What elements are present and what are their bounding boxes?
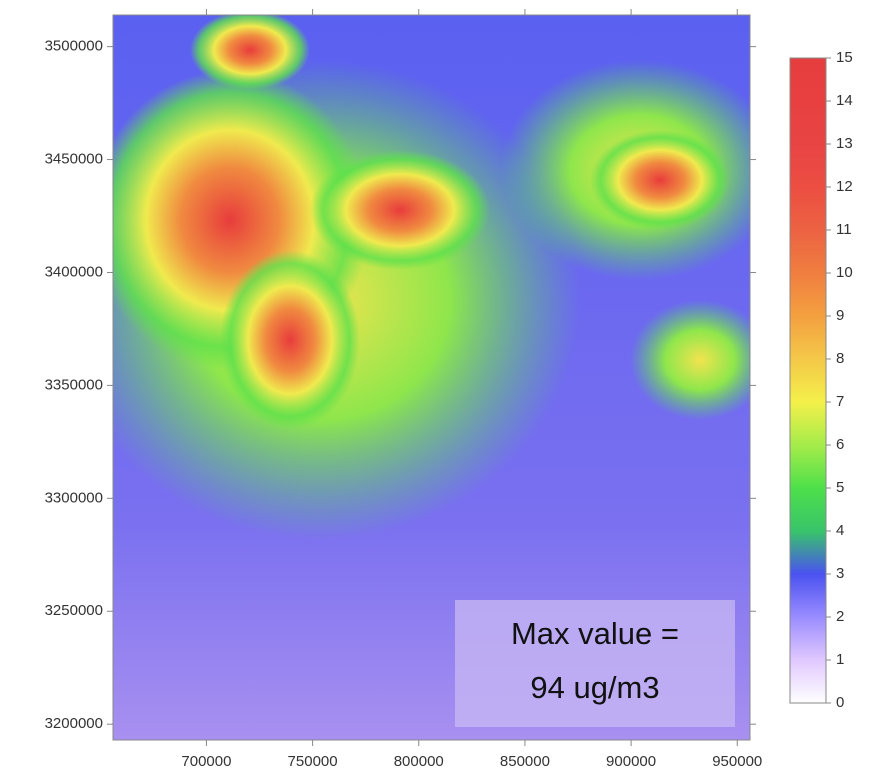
chart: Max value = 94 ug/m3 700000 750000 800000 8… [0, 0, 874, 780]
colorbar-tick-label: 14 [836, 92, 853, 109]
y-tick-label: 3350000 [45, 376, 103, 393]
x-tick-label: 900000 [606, 753, 656, 770]
x-tick-label: 950000 [712, 753, 762, 770]
y-tick-label: 3450000 [45, 151, 103, 168]
x-tick-label: 850000 [500, 753, 550, 770]
colorbar-tick-label: 9 [836, 307, 844, 324]
page: {"chart_data": {"type": "heatmap", "xlim… [0, 0, 874, 780]
colorbar [790, 58, 826, 703]
colorbar-tick-label: 1 [836, 651, 844, 668]
x-tick-label: 800000 [394, 753, 444, 770]
colorbar-tick-label: 7 [836, 393, 844, 410]
colorbar-tick-label: 5 [836, 479, 844, 496]
colorbar-tick-label: 3 [836, 565, 844, 582]
colorbar-tick-label: 15 [836, 49, 853, 66]
colorbar-tick-label: 4 [836, 522, 844, 539]
colorbar-tick-label: 13 [836, 135, 853, 152]
y-tick-label: 3200000 [45, 715, 103, 732]
colorbar-tick-label: 2 [836, 608, 844, 625]
y-tick-label: 3250000 [45, 602, 103, 619]
annotation: Max value = [511, 616, 679, 651]
y-tick-label: 3400000 [45, 263, 103, 280]
colorbar-tick-label: 8 [836, 350, 844, 367]
annotation: 94 ug/m3 [530, 670, 659, 705]
y-tick-label: 3300000 [45, 489, 103, 506]
x-tick-label: 750000 [288, 753, 338, 770]
y-tick-label: 3500000 [45, 38, 103, 55]
colorbar-tick-label: 11 [836, 221, 852, 238]
colorbar-tick-label: 6 [836, 436, 844, 453]
x-tick-label: 700000 [181, 753, 231, 770]
colorbar-tick-label: 12 [836, 178, 853, 195]
colorbar-tick-label: 10 [836, 264, 853, 281]
colorbar-tick-label: 0 [836, 694, 844, 711]
